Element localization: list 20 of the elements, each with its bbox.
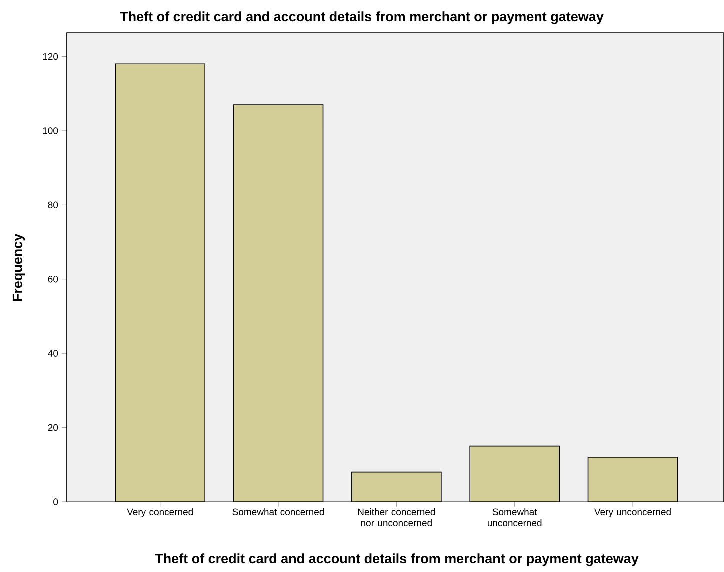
bar [115, 64, 206, 502]
bar [352, 472, 442, 502]
x-tick-label: Very unconcerned [594, 508, 671, 518]
y-tick-label: 20 [48, 424, 58, 432]
y-tick-label: 80 [48, 202, 58, 209]
x-tick-label: Somewhat unconcerned [488, 508, 542, 526]
y-tick-label: 60 [48, 276, 58, 283]
bar [233, 104, 324, 502]
bar [588, 457, 678, 502]
x-axis-title: Theft of credit card and account details from merchant or payment gateway [155, 554, 639, 566]
x-tick-label: Neither concerned nor unconcerned [358, 508, 436, 526]
bar [470, 446, 560, 502]
chart-title: Theft of credit card and account details from merchant or payment gateway [120, 12, 604, 24]
y-axis-title: Frequency [12, 234, 26, 302]
x-tick-label: Very concerned [127, 508, 194, 518]
y-tick-label: 120 [43, 53, 58, 60]
y-tick-label: 0 [54, 498, 58, 506]
y-tick-label: 100 [43, 128, 58, 134]
x-tick-label: Somewhat concerned [232, 508, 324, 516]
y-tick-label: 40 [48, 350, 58, 357]
